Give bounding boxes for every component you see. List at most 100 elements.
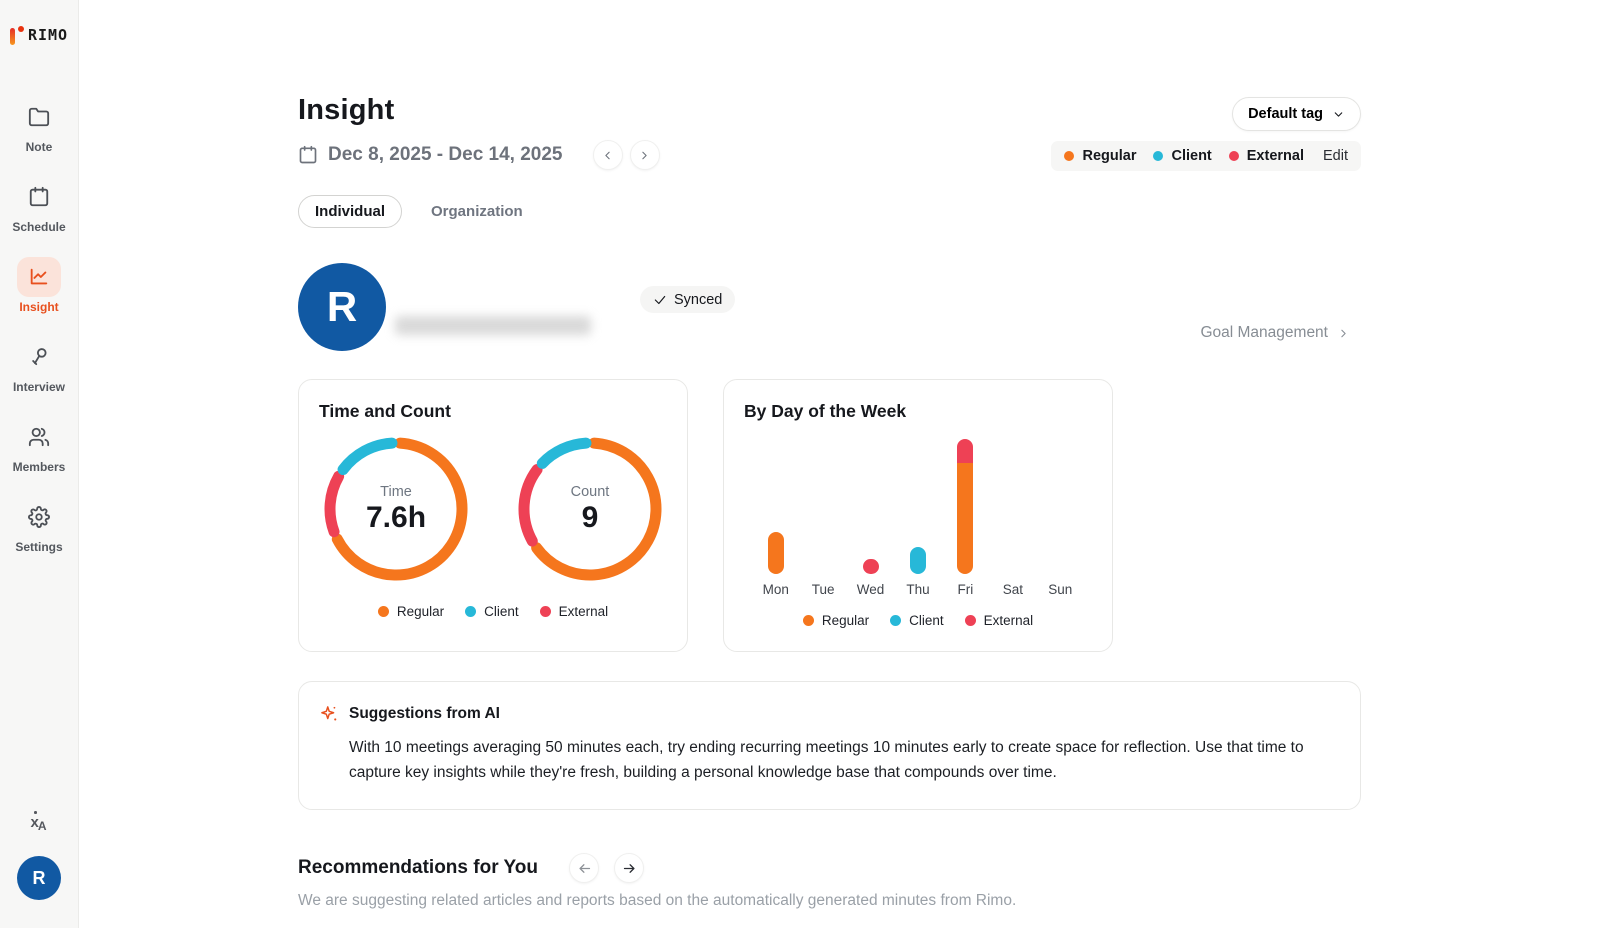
date-range-label: Dec 8, 2025 - Dec 14, 2025: [328, 144, 563, 165]
sync-status-label: Synced: [674, 291, 723, 308]
chart-legend: Regular Client External: [744, 613, 1092, 628]
sidebar-item-label: Note: [25, 140, 53, 154]
recommendations-header: Recommendations for You: [298, 853, 1600, 883]
users-icon: [17, 417, 61, 457]
date-range-row: Dec 8, 2025 - Dec 14, 2025: [298, 140, 1600, 170]
goal-management-link[interactable]: Goal Management: [1200, 324, 1350, 342]
count-donut-chart: Count 9: [515, 434, 665, 584]
sidebar-item-schedule[interactable]: Schedule: [12, 177, 66, 234]
legend-label: Client: [909, 613, 944, 628]
day-label: Wed: [856, 582, 885, 597]
bar-segment: [957, 463, 974, 574]
sparkle-icon: [321, 706, 337, 721]
sidebar-item-label: Interview: [12, 380, 65, 394]
sidebar-item-insight[interactable]: Insight: [16, 257, 61, 314]
time-donut-chart: Time 7.6h: [321, 434, 471, 584]
donut-center-value: 7.6h: [365, 500, 427, 534]
folder-icon: [17, 97, 61, 137]
bar-column-sun: [1037, 432, 1084, 574]
sidebar-item-note[interactable]: Note: [17, 97, 61, 154]
client-dot-icon: [465, 606, 477, 617]
ai-suggestions-box: Suggestions from AI With 10 meetings ave…: [298, 681, 1361, 810]
external-dot-icon: [964, 615, 976, 626]
day-label: Sun: [1048, 582, 1073, 597]
bar-column-thu: [894, 432, 941, 574]
card-title: Time and Count: [319, 401, 451, 421]
sidebar-nav: Note Schedule Insight Interview Members: [12, 97, 66, 577]
legend-label: Regular: [1082, 148, 1137, 164]
scope-tabs: Individual Organization: [298, 195, 1600, 228]
sidebar-item-settings[interactable]: Settings: [15, 497, 63, 554]
chevron-right-icon: [642, 151, 647, 159]
profile-section: R Synced Goal Management: [298, 263, 1600, 351]
goal-management-label: Goal Management: [1200, 324, 1328, 341]
card-title: By Day of the Week: [744, 401, 907, 421]
chevron-left-icon: [605, 151, 610, 159]
microphone-icon: [17, 337, 61, 377]
bar-segment: [862, 559, 879, 574]
recommendations-title: Recommendations for You: [298, 857, 538, 878]
logo-dot-icon: [17, 26, 24, 32]
arrow-left-icon: [579, 863, 590, 873]
tab-individual[interactable]: Individual: [298, 195, 403, 228]
check-icon: [654, 295, 666, 304]
chart-legend: Regular Client External: [319, 604, 667, 619]
sidebar-item-interview[interactable]: Interview: [13, 337, 65, 394]
donut-center-label: Time: [380, 483, 412, 500]
bar-column-sat: [989, 432, 1036, 574]
ai-suggestions-body: With 10 meetings averaging 50 minutes ea…: [349, 739, 1304, 781]
sidebar: RIMO Note Schedule Insight Interview: [0, 0, 79, 928]
chart-line-icon: [16, 257, 61, 297]
sidebar-item-members[interactable]: Members: [13, 417, 65, 474]
sidebar-item-label: Schedule: [12, 220, 66, 234]
legend-label: External: [558, 604, 609, 619]
tag-legend-bar: Regular Client External Edit: [1051, 141, 1361, 171]
legend-label: Client: [484, 604, 519, 619]
day-label: Thu: [906, 582, 930, 597]
day-labels: Mon Tue Wed Thu Fri Sat Sun: [744, 582, 1092, 597]
donut-center-value: 9: [581, 500, 599, 534]
day-of-week-bar-chart: [744, 432, 1092, 574]
bar-column-tue: [799, 432, 846, 574]
rec-prev-button[interactable]: [569, 853, 599, 883]
day-label: Mon: [762, 582, 789, 597]
calendar-icon: [17, 177, 61, 217]
user-avatar[interactable]: R: [17, 856, 61, 900]
legend-item-client: Client: [1153, 148, 1212, 164]
tab-organization[interactable]: Organization: [431, 203, 523, 220]
sync-status-badge: Synced: [640, 286, 736, 313]
bar-segment: [957, 439, 974, 463]
bar-column-wed: [847, 432, 894, 574]
tag-selector-button[interactable]: Default tag: [1232, 97, 1361, 131]
bar-column-fri: [942, 432, 989, 574]
prev-week-button[interactable]: [592, 140, 623, 170]
legend-label: Client: [1171, 148, 1212, 164]
edit-tags-link[interactable]: Edit: [1323, 148, 1348, 164]
page-title: Insight: [298, 94, 395, 126]
day-label: Sat: [1002, 582, 1023, 597]
chevron-right-icon: [1341, 329, 1346, 337]
by-day-card: By Day of the Week Mon Tue Wed Thu Fri S…: [723, 379, 1113, 652]
bar-segment: [767, 532, 784, 574]
day-label: Tue: [811, 582, 835, 597]
regular-dot-icon: [1064, 151, 1075, 161]
external-dot-icon: [539, 606, 551, 617]
legend-label: External: [983, 613, 1034, 628]
legend-item-regular: Regular: [1064, 148, 1136, 164]
donut-center-label: Count: [570, 483, 610, 500]
blurred-user-name: [395, 316, 591, 335]
arrow-right-icon: [623, 863, 634, 873]
next-week-button[interactable]: [629, 140, 660, 170]
logo-bar-icon: [9, 28, 15, 45]
recommendations-subtitle: We are suggesting related articles and r…: [298, 892, 1017, 909]
main-area: Default tag Regular Client External Edit…: [79, 0, 1600, 928]
rimo-logo: RIMO: [9, 26, 68, 45]
rec-next-button[interactable]: [614, 853, 644, 883]
legend-label: External: [1246, 148, 1304, 164]
regular-dot-icon: [377, 606, 389, 617]
calendar-icon: [299, 145, 317, 164]
legend-label: Regular: [821, 613, 870, 628]
ai-suggestions-title: Suggestions from AI: [349, 705, 500, 722]
day-label: Fri: [957, 582, 974, 597]
